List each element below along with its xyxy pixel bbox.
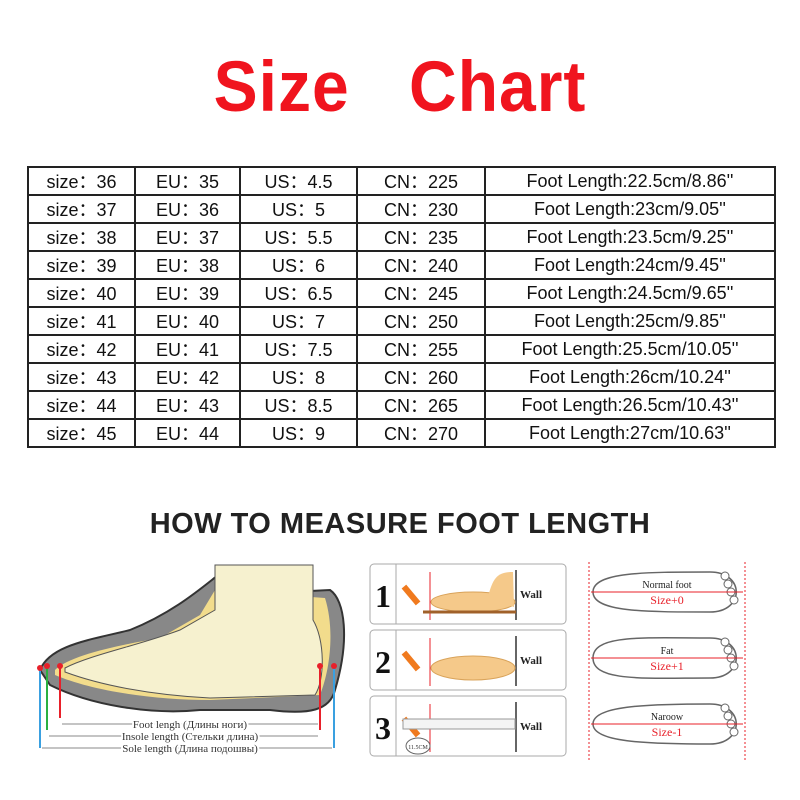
step-number: 1 bbox=[375, 578, 391, 614]
table-row: size：43 EU：42 US：8 CN：260 Foot Length:26cm/1… bbox=[27, 362, 776, 392]
step-number: 3 bbox=[375, 710, 391, 746]
cn-cell: CN：250 bbox=[356, 306, 486, 336]
wall-label: Wall bbox=[520, 655, 542, 667]
foot-type-name: Fat bbox=[661, 646, 674, 657]
foot-length-cell: Foot Length:26cm/10.24'' bbox=[484, 362, 776, 392]
cn-cell: CN：225 bbox=[356, 166, 486, 196]
table-row: size：39 EU：38 US：6 CN：240 Foot Length:24cm/9… bbox=[27, 250, 776, 280]
table-row: size：42 EU：41 US：7.5 CN：255 Foot Length:25.5… bbox=[27, 334, 776, 364]
eu-cell: EU：38 bbox=[134, 250, 241, 280]
foot-type-size: Size+0 bbox=[650, 593, 683, 607]
foot-length-cell: Foot Length:22.5cm/8.86'' bbox=[484, 166, 776, 196]
foot-length-cell: Foot Length:23cm/9.05'' bbox=[484, 194, 776, 224]
measure-step: 2 Wall bbox=[369, 629, 567, 691]
size-cell: size：45 bbox=[27, 418, 136, 448]
eu-cell: EU：37 bbox=[134, 222, 241, 252]
sole-length-label: Sole length (Длина подошвы) bbox=[122, 743, 258, 755]
pencil-icon bbox=[401, 584, 421, 606]
eu-cell: EU：39 bbox=[134, 278, 241, 308]
foot-length-cell: Foot Length:24.5cm/9.65'' bbox=[484, 278, 776, 308]
eu-cell: EU：35 bbox=[134, 166, 241, 196]
us-cell: US：8 bbox=[239, 362, 358, 392]
us-cell: US：7 bbox=[239, 306, 358, 336]
cn-cell: CN：245 bbox=[356, 278, 486, 308]
size-cell: size：36 bbox=[27, 166, 136, 196]
cn-cell: CN：230 bbox=[356, 194, 486, 224]
us-cell: US：9 bbox=[239, 418, 358, 448]
ruler-reading: 11.5CM bbox=[408, 745, 428, 751]
measure-step: 1 Wall bbox=[369, 563, 567, 625]
table-row: size：41 EU：40 US：7 CN：250 Foot Length:25cm/9… bbox=[27, 306, 776, 336]
foot-length-cell: Foot Length:26.5cm/10.43'' bbox=[484, 390, 776, 420]
page-title: Size Chart bbox=[213, 46, 587, 126]
cn-cell: CN：240 bbox=[356, 250, 486, 280]
size-cell: size：37 bbox=[27, 194, 136, 224]
foot-type-size: Size-1 bbox=[652, 725, 683, 739]
cn-cell: CN：270 bbox=[356, 418, 486, 448]
size-cell: size：42 bbox=[27, 334, 136, 364]
us-cell: US：4.5 bbox=[239, 166, 358, 196]
table-row: size：44 EU：43 US：8.5 CN：265 Foot Length:26.5… bbox=[27, 390, 776, 420]
foot-type: Naroow Size-1 bbox=[591, 703, 743, 745]
size-cell: size：38 bbox=[27, 222, 136, 252]
wall-label: Wall bbox=[520, 589, 542, 601]
eu-cell: EU：44 bbox=[134, 418, 241, 448]
foot-type: Fat Size+1 bbox=[591, 637, 743, 679]
cn-cell: CN：265 bbox=[356, 390, 486, 420]
us-cell: US：7.5 bbox=[239, 334, 358, 364]
foot-types-illustration: Normal foot Size+0 Fat Size+1 Naroow Size-1 bbox=[588, 562, 746, 762]
table-row: size：40 EU：39 US：6.5 CN：245 Foot Length:24.5… bbox=[27, 278, 776, 308]
foot-type: Normal foot Size+0 bbox=[591, 571, 743, 613]
foot-type-size: Size+1 bbox=[650, 659, 683, 673]
foot-type-name: Normal foot bbox=[642, 580, 691, 591]
cn-cell: CN：255 bbox=[356, 334, 486, 364]
us-cell: US：6.5 bbox=[239, 278, 358, 308]
foot-length-cell: Foot Length:23.5cm/9.25'' bbox=[484, 222, 776, 252]
foot-length-cell: Foot Length:27cm/10.63'' bbox=[484, 418, 776, 448]
size-cell: size：39 bbox=[27, 250, 136, 280]
step-number: 2 bbox=[375, 644, 391, 680]
us-cell: US：5 bbox=[239, 194, 358, 224]
table-row: size：38 EU：37 US：5.5 CN：235 Foot Length:23.5… bbox=[27, 222, 776, 252]
shoe-cross-section-illustration: Foot lengh (Длины ноги) Insole length (С… bbox=[37, 564, 345, 757]
size-cell: size：40 bbox=[27, 278, 136, 308]
measure-step: 3 11.5CM Wall bbox=[369, 695, 567, 757]
us-cell: US：6 bbox=[239, 250, 358, 280]
measure-steps-illustration: 1 Wall 2 Wall 3 11.5CM Wall bbox=[369, 563, 567, 757]
measure-heading: HOW TO MEASURE FOOT LENGTH bbox=[149, 508, 651, 540]
size-cell: size：44 bbox=[27, 390, 136, 420]
foot-length-label: Foot lengh (Длины ноги) bbox=[133, 719, 247, 731]
foot-length-cell: Foot Length:25.5cm/10.05'' bbox=[484, 334, 776, 364]
foot-length-cell: Foot Length:25cm/9.85'' bbox=[484, 306, 776, 336]
table-row: size：37 EU：36 US：5 CN：230 Foot Length:23cm/9… bbox=[27, 194, 776, 224]
foot-length-cell: Foot Length:24cm/9.45'' bbox=[484, 250, 776, 280]
cn-cell: CN：260 bbox=[356, 362, 486, 392]
pencil-icon bbox=[401, 650, 421, 672]
size-cell: size：43 bbox=[27, 362, 136, 392]
insole-length-label: Insole length (Стельки длина) bbox=[122, 731, 259, 743]
table-row: size：36 EU：35 US：4.5 CN：225 Foot Length:22.5… bbox=[27, 166, 776, 196]
eu-cell: EU：41 bbox=[134, 334, 241, 364]
ruler-icon bbox=[402, 718, 516, 730]
eu-cell: EU：36 bbox=[134, 194, 241, 224]
size-cell: size：41 bbox=[27, 306, 136, 336]
table-row: size：45 EU：44 US：9 CN：270 Foot Length:27cm/1… bbox=[27, 418, 776, 448]
size-chart-table: size：36 EU：35 US：4.5 CN：225 Foot Length:22.5… bbox=[27, 166, 776, 448]
us-cell: US：8.5 bbox=[239, 390, 358, 420]
us-cell: US：5.5 bbox=[239, 222, 358, 252]
foot-icon bbox=[430, 655, 516, 681]
eu-cell: EU：40 bbox=[134, 306, 241, 336]
foot-shape bbox=[64, 564, 323, 699]
eu-cell: EU：42 bbox=[134, 362, 241, 392]
eu-cell: EU：43 bbox=[134, 390, 241, 420]
foot-type-name: Naroow bbox=[651, 712, 684, 723]
wall-label: Wall bbox=[520, 721, 542, 733]
cn-cell: CN：235 bbox=[356, 222, 486, 252]
